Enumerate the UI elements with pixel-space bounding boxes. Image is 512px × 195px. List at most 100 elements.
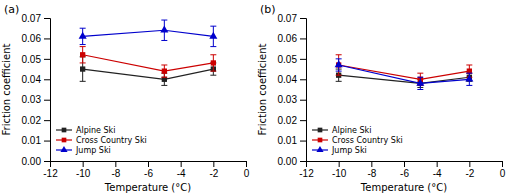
x-axis: -12-10-8-6-4-20: [43, 161, 249, 179]
y-tick-label: 0.03: [278, 94, 298, 105]
legend-label: Cross Country Ski: [76, 136, 147, 145]
series: [336, 69, 473, 87]
x-tick: -6: [144, 161, 153, 179]
plot-area: [79, 20, 218, 85]
panel: -12 -10 -8 -6 -4 -2 0 0.00 0.01 0.02 0.03 0.04 0.05 0…: [257, 3, 506, 193]
legend-item: Alpine Ski: [56, 126, 115, 135]
series: [79, 20, 218, 47]
y-tick: 0.04: [278, 74, 306, 85]
y-tick-mark: [44, 79, 50, 80]
marker: [465, 75, 473, 82]
x-tick: -8: [367, 161, 376, 179]
x-axis-title: Temperature (°C): [104, 182, 191, 193]
legend-item: Jump Ski: [312, 146, 367, 155]
x-tick: -10: [332, 161, 347, 179]
x-tick-label: -6: [400, 168, 409, 179]
x-tick: -4: [433, 161, 442, 179]
marker: [160, 26, 168, 33]
y-tick-mark: [44, 141, 50, 142]
y-tick: 0.03: [278, 94, 306, 105]
y-tick: 0.00: [278, 156, 306, 167]
legend-marker: [318, 138, 323, 143]
y-tick: 0.04: [22, 74, 50, 85]
y-tick-label: 0.01: [22, 135, 42, 146]
legend: Alpine SkiCross Country SkiJump Ski: [56, 126, 147, 155]
y-tick-label: 0.05: [278, 54, 298, 65]
marker: [209, 32, 217, 39]
legend-marker: [60, 146, 67, 152]
legend: Alpine SkiCross Country SkiJump Ski: [312, 126, 403, 155]
x-tick-mark: [339, 161, 340, 167]
y-tick-label: 0.06: [278, 33, 298, 44]
y-tick: 0.03: [22, 94, 50, 105]
y-tick: 0.05: [278, 54, 306, 65]
x-tick-mark: [181, 161, 182, 167]
panel-title: (a): [4, 3, 19, 16]
y-tick-mark: [300, 100, 306, 101]
x-tick: 0: [244, 161, 250, 179]
y-tick: 0.05: [22, 54, 50, 65]
marker: [335, 60, 343, 67]
x-tick-label: -4: [177, 168, 186, 179]
legend-item: Alpine Ski: [312, 126, 371, 135]
legend-marker: [318, 128, 323, 133]
x-tick-label: -2: [465, 168, 474, 179]
x-tick-label: -10: [76, 168, 91, 179]
x-tick-label: -12: [43, 168, 58, 179]
y-tick: 0.01: [22, 135, 50, 146]
y-tick: 0.02: [278, 115, 306, 126]
error-bar: [80, 47, 86, 63]
x-tick-mark: [437, 161, 438, 167]
series-line: [339, 65, 470, 79]
y-tick-label: 0.07: [278, 13, 298, 24]
series: [335, 59, 474, 90]
legend-label: Alpine Ski: [76, 126, 115, 135]
series: [336, 55, 473, 86]
y-tick-mark: [300, 120, 306, 121]
legend-label: Jump Ski: [331, 146, 367, 155]
x-tick: -2: [465, 161, 474, 179]
y-tick-label: 0.04: [278, 74, 298, 85]
y-tick-mark: [300, 161, 306, 162]
legend-label: Jump Ski: [75, 146, 111, 155]
y-tick-mark: [300, 38, 306, 39]
x-tick-mark: [246, 161, 247, 167]
x-tick: -10: [76, 161, 91, 179]
x-tick: 0: [500, 161, 506, 179]
y-tick: 0.06: [22, 33, 50, 44]
series-line: [83, 69, 214, 79]
y-tick: 0.07: [22, 13, 50, 24]
y-tick-mark: [44, 38, 50, 39]
x-tick-label: -8: [367, 168, 376, 179]
series: [80, 57, 217, 86]
x-tick-label: 0: [244, 168, 250, 179]
y-tick-label: 0.00: [278, 156, 298, 167]
x-axis-line: [307, 162, 503, 168]
panel: -12-10-8-6-4-200.000.010.020.030.040.050…: [1, 3, 250, 193]
y-tick-mark: [44, 18, 50, 19]
y-tick: 0.01: [278, 135, 306, 146]
y-tick-label: 0.02: [278, 115, 298, 126]
legend-item: Cross Country Ski: [56, 136, 147, 145]
y-axis-line: [44, 19, 51, 162]
x-tick-label: -6: [144, 168, 153, 179]
x-tick-label: 0: [500, 168, 506, 179]
x-tick-label: -10: [332, 168, 347, 179]
y-tick-label: 0.05: [22, 54, 42, 65]
x-tick-label: -12: [299, 168, 314, 179]
y-tick-mark: [300, 59, 306, 60]
x-tick-mark: [404, 161, 405, 167]
legend-label: Alpine Ski: [332, 126, 371, 135]
legend-marker: [316, 146, 323, 152]
legend-marker: [62, 128, 67, 133]
series: [80, 47, 217, 78]
y-tick-mark: [44, 100, 50, 101]
x-tick: -8: [111, 161, 120, 179]
y-tick-label: 0.03: [22, 94, 42, 105]
x-tick-label: -8: [111, 168, 120, 179]
y-tick-mark: [300, 79, 306, 80]
error-bar: [210, 55, 216, 71]
marker: [162, 68, 167, 73]
y-tick-mark: [44, 161, 50, 162]
legend-label: Cross Country Ski: [332, 136, 403, 145]
